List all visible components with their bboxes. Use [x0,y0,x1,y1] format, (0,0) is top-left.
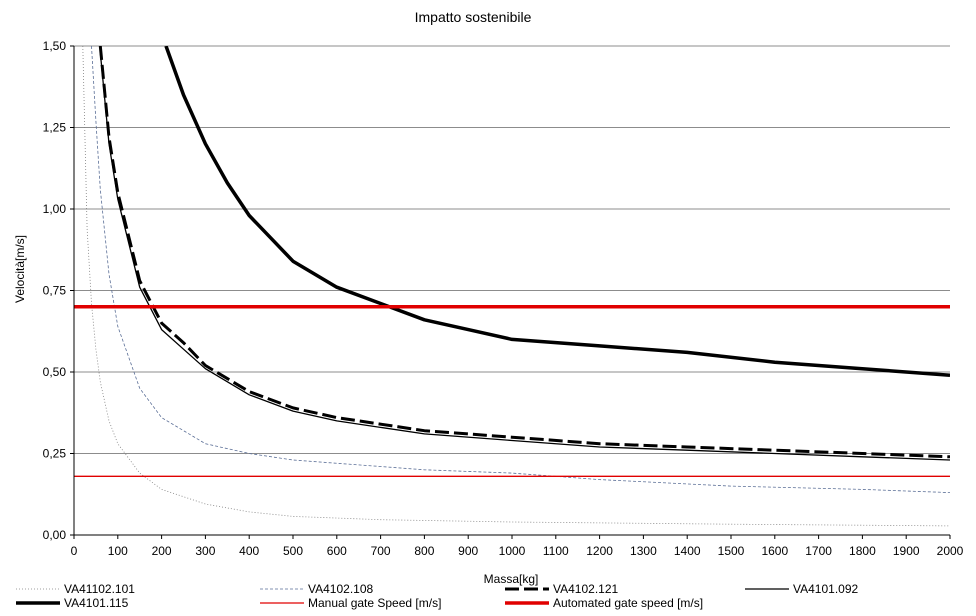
x-tick-label: 200 [152,544,172,558]
series-line [82,46,950,527]
x-tick-label: 500 [283,544,303,558]
y-tick-label: 1,50 [43,39,67,53]
tick-labels: 0,00 0,25 0,50 0,75 1,00 1,25 1,50 0 100 200 300 40… [43,39,964,558]
x-tick-label: 1000 [499,544,526,558]
y-tick-label: 0,75 [43,284,67,298]
x-tick-label: 1100 [543,544,569,558]
x-tick-label: 1300 [630,544,657,558]
x-tick-label: 1600 [761,544,788,558]
axes [70,45,951,539]
x-tick-label: 900 [458,544,478,558]
x-tick-label: 400 [239,544,259,558]
legend-label: Manual gate Speed [m/s] [308,596,441,610]
x-tick-label: 1900 [893,544,920,558]
x-tick-label: 1800 [849,544,876,558]
x-tick-label: 800 [414,544,434,558]
y-tick-label: 0,00 [43,528,67,542]
series-line [98,46,950,459]
x-tick-label: 700 [371,544,391,558]
y-tick-label: 0,25 [43,447,67,461]
y-tick-label: 0,50 [43,365,67,379]
series-line [99,52,950,461]
grid-lines [74,45,950,454]
legend-label: Automated gate speed [m/s] [553,596,703,610]
y-tick-label: 1,00 [43,202,67,216]
x-tick-label: 2000 [937,544,964,558]
x-tick-label: 1400 [674,544,701,558]
legend: VA41102.101 VA4102.108 VA4102.121 VA4101.09… [16,582,858,610]
x-tick-label: 100 [108,544,128,558]
series-line [164,46,950,378]
x-axis-label: Massa[kg] [484,572,539,586]
chart-title: Impatto sostenibile [415,9,532,25]
x-tick-label: 1500 [718,544,745,558]
legend-label: VA4101.115 [64,596,129,610]
x-tick-label: 1700 [805,544,832,558]
plot-area [74,46,950,527]
legend-label: VA41102.101 [64,582,135,596]
series-line [91,46,950,493]
x-tick-label: 0 [71,544,78,558]
x-tick-label: 600 [327,544,347,558]
y-axis-label: Velocità[m/s] [13,235,27,303]
y-tick-label: 1,25 [43,121,67,135]
legend-label: VA4102.108 [308,582,373,596]
legend-label: VA4101.092 [793,582,858,596]
legend-label: VA4102.121 [553,582,618,596]
x-tick-label: 300 [195,544,215,558]
x-tick-label: 1200 [586,544,613,558]
